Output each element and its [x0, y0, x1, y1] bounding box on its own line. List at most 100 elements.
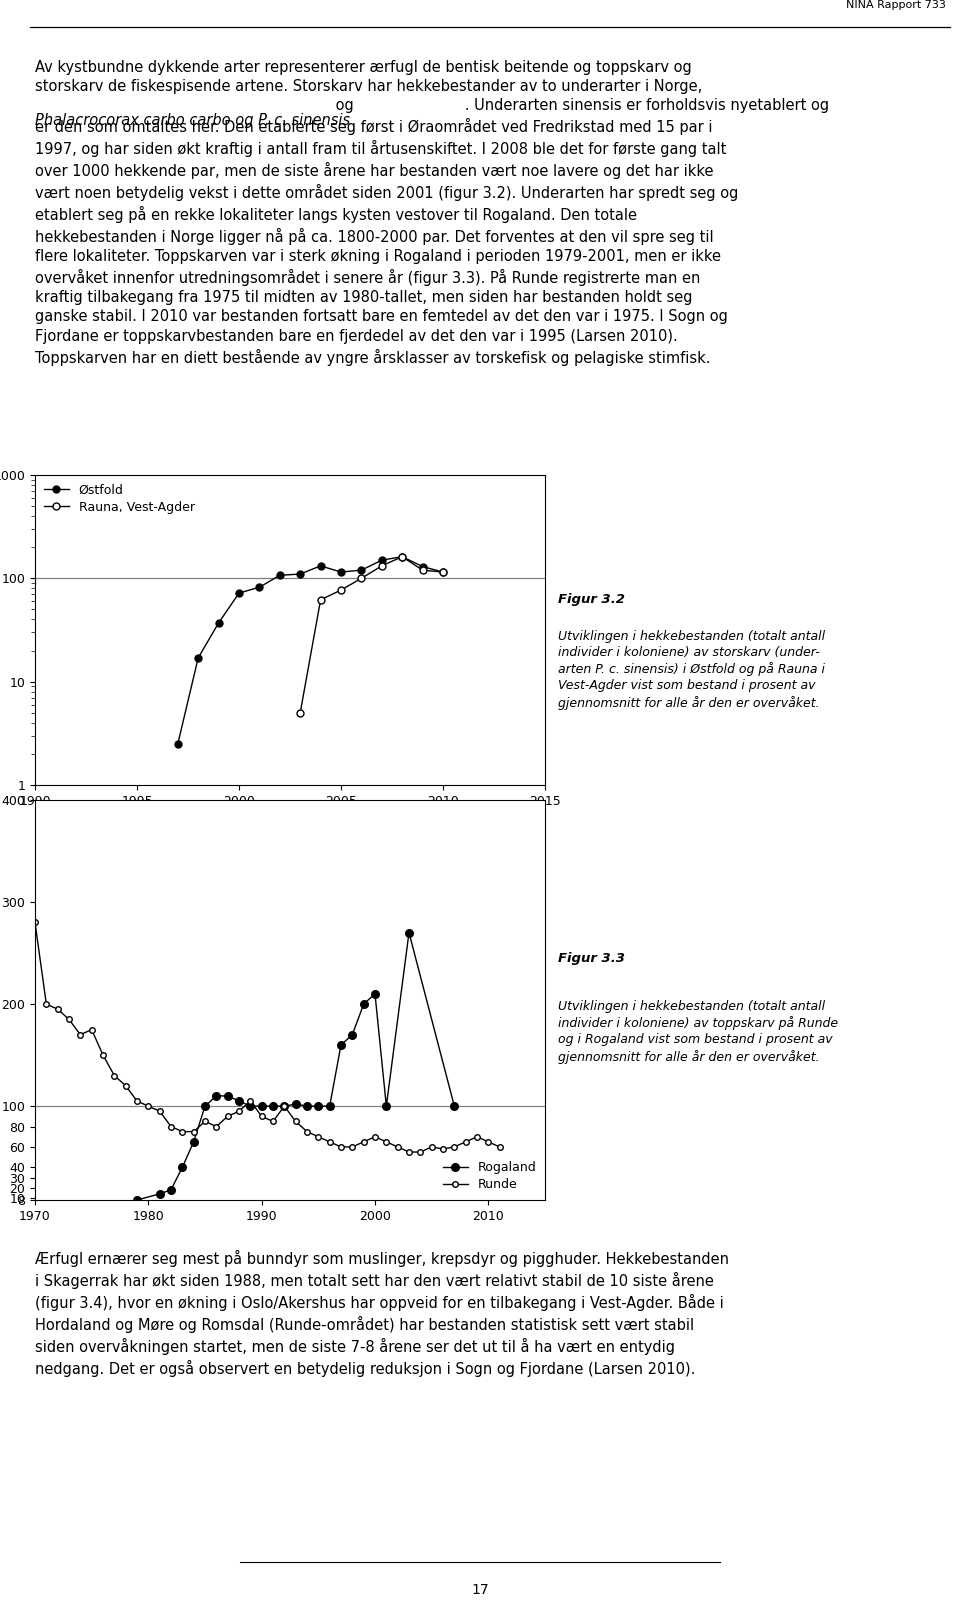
Runde: [75, 1025, 86, 1044]
Runde: [392, 1138, 403, 1157]
Østfold: [315, 557, 326, 576]
Runde: [278, 1096, 290, 1115]
Rauna, Vest-Agder: [376, 557, 388, 576]
Runde: [108, 1065, 120, 1085]
Rogaland: [324, 1096, 335, 1115]
Rogaland: [335, 1035, 347, 1054]
Runde: [301, 1122, 313, 1141]
Runde: [222, 1107, 233, 1127]
Legend: Østfold, Rauna, Vest-Agder: Østfold, Rauna, Vest-Agder: [41, 481, 197, 516]
Runde: [380, 1131, 392, 1151]
Runde: [177, 1122, 188, 1141]
Runde: [85, 1020, 97, 1039]
Text: Phalacrocorax carbo carbo og P. c. sinensis: Phalacrocorax carbo carbo og P. c. sinen…: [35, 113, 350, 129]
Rogaland: [358, 994, 370, 1014]
Runde: [132, 1091, 143, 1110]
Østfold: [295, 565, 306, 584]
Runde: [120, 1077, 132, 1096]
Rogaland: [256, 1096, 268, 1115]
Rauna, Vest-Agder: [396, 547, 408, 567]
Runde: [154, 1101, 165, 1120]
Rogaland: [267, 1096, 278, 1115]
Runde: [370, 1127, 381, 1146]
Runde: [347, 1138, 358, 1157]
Runde: [63, 1010, 75, 1030]
Text: NINA Rapport 733: NINA Rapport 733: [846, 0, 946, 10]
Østfold: [172, 734, 183, 754]
Runde: [200, 1112, 211, 1131]
Rogaland: [188, 1131, 200, 1151]
Rauna, Vest-Agder: [437, 562, 448, 581]
Østfold: [192, 649, 204, 668]
Runde: [52, 999, 63, 1018]
Rogaland: [301, 1096, 313, 1115]
Rogaland: [177, 1157, 188, 1177]
Rogaland: [132, 1190, 143, 1209]
Rogaland: [222, 1086, 233, 1106]
Text: Figur 3.2: Figur 3.2: [558, 592, 625, 605]
Text: Utviklingen i hekkebestanden (totalt antall
individer i koloniene) av storskarv : Utviklingen i hekkebestanden (totalt ant…: [558, 629, 826, 710]
Østfold: [437, 562, 448, 581]
Rogaland: [233, 1091, 245, 1110]
Østfold: [253, 578, 265, 597]
Østfold: [396, 547, 408, 567]
Østfold: [274, 565, 285, 584]
Rogaland: [370, 985, 381, 1004]
Rogaland: [154, 1185, 165, 1204]
Rauna, Vest-Agder: [295, 704, 306, 723]
Runde: [415, 1143, 426, 1162]
Runde: [403, 1143, 415, 1162]
Rogaland: [380, 1096, 392, 1115]
Østfold: [233, 583, 245, 602]
Line: Runde: Runde: [33, 920, 502, 1156]
Runde: [188, 1122, 200, 1141]
Line: Østfold: Østfold: [175, 554, 446, 747]
Runde: [97, 1046, 108, 1065]
Runde: [313, 1127, 324, 1146]
Rauna, Vest-Agder: [315, 591, 326, 610]
Rogaland: [165, 1180, 177, 1199]
Østfold: [213, 613, 225, 633]
Legend: Rogaland, Runde: Rogaland, Runde: [440, 1159, 539, 1194]
Text: Utviklingen i hekkebestanden (totalt antall
individer i koloniene) av toppskarv : Utviklingen i hekkebestanden (totalt ant…: [558, 1001, 838, 1064]
Runde: [256, 1107, 268, 1127]
Runde: [460, 1131, 471, 1151]
Rogaland: [290, 1094, 301, 1114]
Rogaland: [200, 1096, 211, 1115]
Runde: [29, 914, 40, 933]
Runde: [335, 1138, 347, 1157]
Runde: [245, 1091, 256, 1110]
Line: Rogaland: Rogaland: [133, 928, 458, 1204]
Runde: [324, 1131, 335, 1151]
Runde: [483, 1131, 494, 1151]
Rauna, Vest-Agder: [335, 581, 347, 600]
Runde: [40, 994, 52, 1014]
Rogaland: [313, 1096, 324, 1115]
Runde: [267, 1112, 278, 1131]
Rogaland: [210, 1086, 222, 1106]
Runde: [210, 1117, 222, 1136]
Østfold: [335, 562, 347, 581]
Runde: [165, 1117, 177, 1136]
Runde: [437, 1139, 448, 1159]
Text: 17: 17: [471, 1583, 489, 1596]
Østfold: [355, 560, 367, 579]
Rauna, Vest-Agder: [355, 568, 367, 587]
Runde: [290, 1112, 301, 1131]
Østfold: [417, 557, 428, 576]
Runde: [143, 1096, 155, 1115]
Text: Av kystbundne dykkende arter representerer ærfugl de bentisk beitende og toppska: Av kystbundne dykkende arter representer…: [35, 60, 829, 365]
Runde: [233, 1101, 245, 1120]
Runde: [426, 1138, 438, 1157]
Rogaland: [278, 1096, 290, 1115]
Runde: [493, 1138, 505, 1157]
Østfold: [376, 550, 388, 570]
Line: Rauna, Vest-Agder: Rauna, Vest-Agder: [297, 554, 446, 717]
Runde: [448, 1138, 460, 1157]
Text: Figur 3.3: Figur 3.3: [558, 952, 625, 965]
Rauna, Vest-Agder: [417, 560, 428, 579]
Rogaland: [347, 1025, 358, 1044]
Rogaland: [403, 923, 415, 943]
Text: Ærfugl ernærer seg mest på bunndyr som muslinger, krepsdyr og pigghuder. Hekkebe: Ærfugl ernærer seg mest på bunndyr som m…: [35, 1249, 729, 1377]
Runde: [471, 1127, 483, 1146]
